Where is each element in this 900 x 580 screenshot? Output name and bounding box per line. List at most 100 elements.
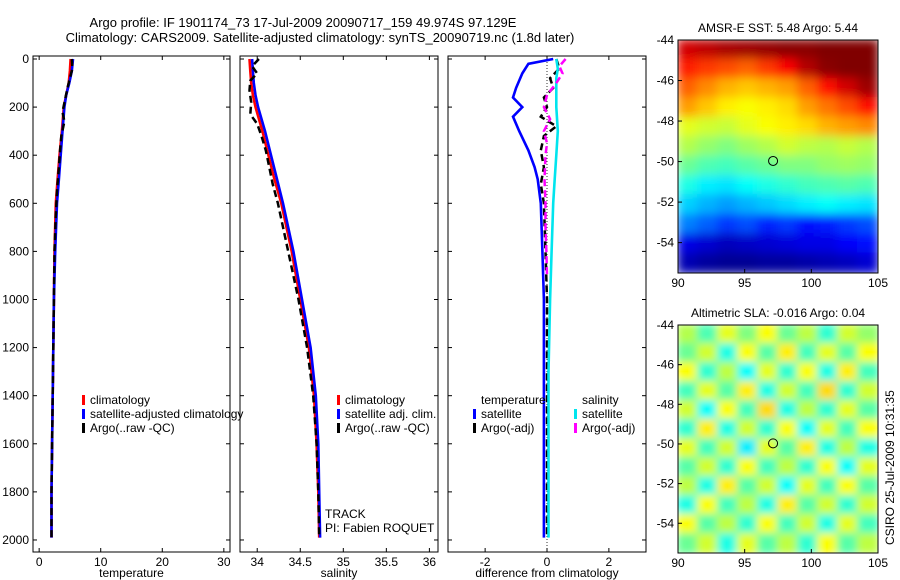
- sst-map-cell: [737, 174, 759, 197]
- sla-map-cell: [837, 514, 859, 535]
- sla-map-cell: [777, 476, 799, 497]
- diff-legend-salinity-title: salinity: [582, 393, 619, 407]
- sla-map-cell: [817, 325, 839, 345]
- sst-map-cell: [777, 252, 799, 273]
- sla-map-cell: [678, 533, 699, 553]
- sla-map-cell: [857, 495, 878, 516]
- sla-map-cell: [678, 343, 699, 364]
- salinity-profile-xtick-label: 34: [251, 555, 265, 569]
- sst-map-cell: [797, 252, 819, 273]
- temperature-profile-ytick-label: 1000: [2, 292, 29, 306]
- sla-map-cell: [837, 419, 859, 440]
- sst-map-cell: [757, 77, 779, 100]
- sla-map-cell: [737, 325, 759, 345]
- salinity-legend-entry-2-swatch: [337, 423, 340, 433]
- sst-map-cell: [857, 233, 878, 255]
- diff-legend-sal-satellite-label: satellite: [582, 407, 623, 421]
- sst-map-cell: [857, 155, 878, 177]
- sst-map-cell: [678, 58, 699, 80]
- sla-map-cell: [678, 476, 699, 497]
- sst-map-cell: [697, 97, 719, 119]
- sst-map-cell: [777, 77, 799, 100]
- sst-map-cell: [737, 252, 759, 273]
- sst-map-cell: [678, 77, 699, 100]
- temperature-profile-ytick-label: 600: [9, 196, 29, 210]
- sst-map-cell: [857, 136, 878, 158]
- sla-map-cell: [697, 457, 719, 478]
- salinity-profile-xtick-label: 35.5: [375, 555, 399, 569]
- sla-map-ytick-label: -48: [657, 397, 675, 411]
- sst-map-argo-marker: [768, 155, 779, 166]
- sst-map-cell: [717, 233, 739, 255]
- sst-map-cell: [797, 40, 819, 61]
- sla-map-cell: [717, 381, 739, 402]
- sla-map-cell: [837, 476, 859, 497]
- sst-map-cell: [678, 174, 699, 197]
- sla-map-cell: [857, 325, 878, 345]
- sla-map-xtick-label: 105: [868, 556, 888, 570]
- sla-map-cell: [697, 419, 719, 440]
- temperature-profile-frame: [32, 55, 231, 553]
- sla-map-cell: [797, 476, 819, 497]
- sla-map-cell: [737, 495, 759, 516]
- sla-map-cell: [797, 381, 819, 402]
- sst-map-cell: [837, 77, 859, 100]
- sla-map-cell: [817, 533, 839, 553]
- sst-map-cell: [817, 174, 839, 197]
- temperature-profile-ytick-label: 200: [9, 100, 29, 114]
- sst-map-cell: [757, 233, 779, 255]
- sla-map-cell: [797, 343, 819, 364]
- sla-map-cell: [697, 438, 719, 459]
- sla-map-title: Altimetric SLA: -0.016 Argo: 0.04: [691, 306, 865, 320]
- sst-map-cell: [817, 97, 839, 119]
- sla-map-cell: [717, 457, 739, 478]
- sla-map-cell: [717, 495, 739, 516]
- figure-title-line1: Argo profile: IF 1901174_73 17-Jul-2009 …: [90, 15, 517, 30]
- difference-profile-series-temperature-satellite: [511, 57, 554, 538]
- sla-map-cell: [817, 343, 839, 364]
- sla-map-cell: [777, 419, 799, 440]
- temperature-profile-ytick-label: 800: [9, 244, 29, 258]
- sla-map-cell: [817, 362, 839, 383]
- sst-map-cell: [837, 155, 859, 177]
- sla-map-cell: [817, 419, 839, 440]
- sla-map-cell: [697, 362, 719, 383]
- sst-map-cell: [717, 40, 739, 61]
- sla-map-cell: [837, 343, 859, 364]
- sst-map-cell: [817, 213, 839, 236]
- sst-map-cells: [678, 40, 878, 273]
- sla-map-cell: [717, 362, 739, 383]
- sla-map-cell: [717, 343, 739, 364]
- sla-map-cell: [737, 343, 759, 364]
- sla-map-cell: [757, 400, 779, 421]
- sst-map-cell: [837, 233, 859, 255]
- sla-map-cell: [797, 457, 819, 478]
- sst-map-cell: [817, 77, 839, 100]
- difference-profile-xtick-label: 2: [606, 555, 613, 569]
- sst-map-cell: [717, 58, 739, 80]
- sla-map-cell: [737, 362, 759, 383]
- sst-map-cell: [757, 155, 779, 177]
- sst-map-cell: [857, 58, 878, 80]
- salinity-profile-xlabel: salinity: [321, 566, 358, 580]
- sst-map-cell: [797, 97, 819, 119]
- sst-map-cell: [857, 194, 878, 216]
- sla-map-cell: [757, 325, 779, 345]
- difference-profile-series-salinity-argo-adj: [542, 58, 567, 276]
- sst-map-cell: [697, 174, 719, 197]
- sla-map-cell: [678, 457, 699, 478]
- sst-map-ytick-label: -48: [657, 114, 675, 128]
- sst-map-cell: [777, 97, 799, 119]
- sst-map-ytick-label: -46: [657, 74, 675, 88]
- sla-map-cell: [777, 457, 799, 478]
- salinity-profile-xtick-label: 36: [423, 555, 437, 569]
- sst-map-ytick-label: -52: [657, 195, 675, 209]
- sst-map-frame: [677, 39, 879, 274]
- track-annotation: TRACK: [325, 507, 366, 521]
- diff-legend-temperature-title: temperature: [481, 393, 546, 407]
- sla-map-cell: [797, 400, 819, 421]
- sst-map-cell: [717, 136, 739, 158]
- sst-map-cell: [817, 233, 839, 255]
- sla-map-cell: [817, 381, 839, 402]
- sla-map-cell: [797, 419, 819, 440]
